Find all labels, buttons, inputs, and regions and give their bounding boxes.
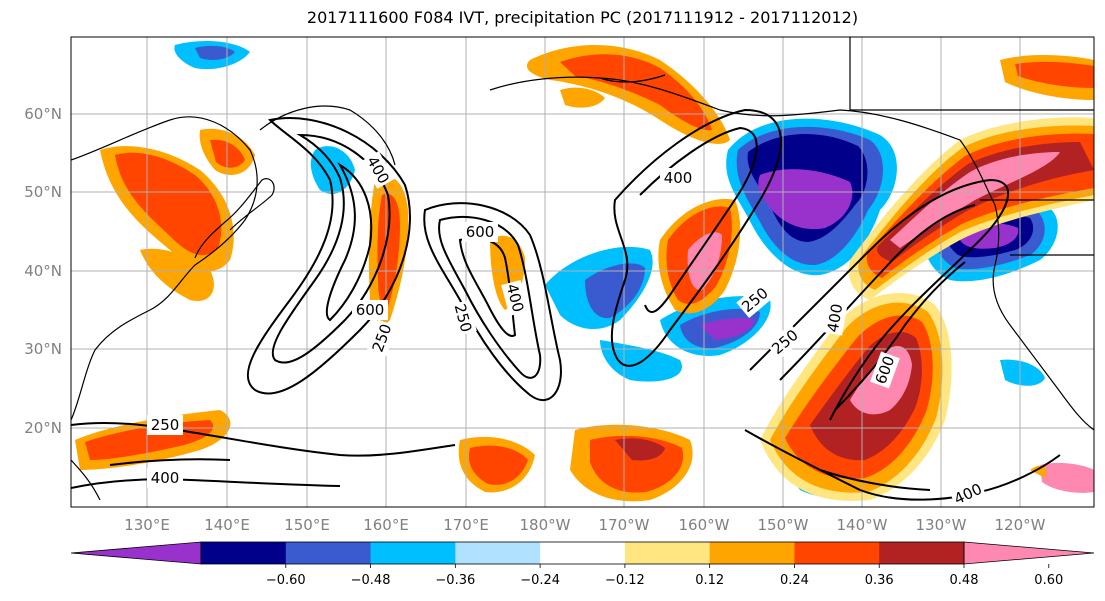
coastline-aleut	[599, 74, 666, 83]
contour-label: 400	[151, 469, 180, 487]
pos-region-trop2-red	[468, 445, 528, 485]
lon-label: 160°E	[363, 516, 409, 534]
lon-label: 160°W	[679, 516, 730, 534]
latitude-labels: 60°N 50°N 40°N 30°N 20°N	[24, 105, 62, 437]
colorbar-tick-label: 0.36	[865, 573, 894, 588]
neg-region-gulf-purple	[758, 169, 853, 230]
coastline-kamchatka	[259, 105, 396, 166]
contour-west-400	[71, 478, 341, 489]
pos-region-mexico	[1040, 462, 1094, 493]
colorbar-segment	[455, 542, 541, 564]
coastlines	[71, 37, 1094, 501]
contour-coast-band2	[779, 204, 976, 381]
colorbar-segment	[370, 542, 456, 564]
colorbar-outline	[200, 541, 965, 565]
ivt-contours	[71, 108, 1061, 501]
lat-label: 50°N	[24, 183, 62, 201]
colorbar-segment	[709, 542, 795, 564]
coastline-arctic	[849, 37, 1094, 111]
contour-label: 600	[356, 301, 385, 319]
pos-region-kamchatka	[560, 87, 605, 108]
lon-label: 120°W	[995, 516, 1046, 534]
colorbar: −0.60 −0.48 −0.36 −0.24 −0.12 0.12 0.24 0.36 0.4…	[70, 541, 1095, 588]
lon-label: 130°W	[916, 516, 967, 534]
contour-coast-band3	[834, 261, 966, 411]
contour-south-loop	[744, 429, 1061, 501]
colorbar-extend-high	[963, 541, 1095, 565]
contour-cpac-outer	[423, 202, 562, 402]
neg-region-wpac2-mid	[195, 45, 235, 60]
contour-label-group: 400 400 600 400 600 250 250 250 400 250 …	[147, 151, 987, 510]
pos-region-pnw-north-red	[1015, 61, 1094, 88]
contour-wpac-core	[325, 162, 373, 322]
lat-label: 30°N	[24, 340, 62, 358]
coastline-japan	[194, 178, 275, 259]
contour-epac-inner	[639, 126, 758, 313]
coastline-bc	[959, 139, 1094, 431]
colorbar-segment	[285, 542, 372, 564]
contour-cpac-inner	[458, 237, 517, 337]
lon-label: 170°E	[443, 516, 489, 534]
contour-wpac-inner	[271, 133, 391, 364]
lon-label: 180°W	[520, 516, 571, 534]
graticule	[71, 37, 1094, 507]
lon-label: 130°E	[124, 516, 170, 534]
contour-cpac-mid	[438, 216, 542, 379]
colorbar-segment	[201, 542, 287, 564]
neg-region-wpac	[310, 146, 355, 194]
coastline-asia	[71, 116, 258, 421]
colorbar-segment	[540, 542, 626, 564]
coastline-philippines	[71, 459, 101, 501]
neg-region-central-mid	[585, 263, 645, 319]
colorbar-tick-label: −0.24	[520, 573, 560, 588]
colorbar-tick-label: −0.36	[435, 573, 475, 588]
contour-west-250	[71, 421, 456, 457]
map-title: 2017111600 F084 IVT, precipitation PC (2…	[306, 8, 859, 27]
lon-label: 140°E	[204, 516, 250, 534]
colorbar-tick-label: 0.24	[780, 573, 809, 588]
colorbar-tick-label: 0.60	[1034, 573, 1063, 588]
contour-label: 600	[466, 223, 495, 241]
lat-label: 40°N	[24, 262, 62, 280]
pos-region-mexico-rim	[1030, 465, 1047, 478]
colorbar-segment	[624, 542, 711, 564]
lon-label: 170°W	[599, 516, 650, 534]
pos-region-mid-pink	[687, 232, 722, 291]
pos-region-japan-red	[115, 152, 222, 256]
coastline-alaska	[489, 76, 961, 141]
lon-label: 150°W	[758, 516, 809, 534]
contour-coast-band	[749, 178, 1009, 421]
contour-south-loop2	[819, 469, 931, 491]
contour-west-400b	[109, 458, 231, 466]
neg-region-bc-coast	[1000, 359, 1045, 386]
contour-wpac-outer	[246, 117, 411, 395]
colorbar-segment	[794, 542, 880, 564]
lat-label: 20°N	[24, 419, 62, 437]
colorbar-tick-label: −0.12	[605, 573, 645, 588]
map-frame	[70, 36, 1095, 508]
lon-label: 150°E	[284, 516, 330, 534]
pos-region-trop1-dark	[615, 438, 665, 461]
contour-epac-outer	[610, 108, 782, 367]
colorbar-extend-low	[70, 541, 202, 565]
colorbar-tick-label: 0.12	[695, 573, 724, 588]
pos-region-japan2	[140, 248, 214, 301]
colorbar-tick-label: −0.48	[351, 573, 391, 588]
pos-region-coast-dark	[877, 142, 1094, 262]
colorbar-tick-label: −0.60	[266, 573, 306, 588]
contour-label: 250	[151, 416, 180, 434]
contour-label: 400	[824, 302, 847, 333]
neg-region-central2-dark	[700, 317, 755, 340]
lon-label: 140°W	[837, 516, 888, 534]
colorbar-tick-label: 0.48	[950, 573, 979, 588]
shaded-precip-anomalies	[75, 40, 1094, 502]
lat-label: 60°N	[24, 105, 62, 123]
colorbar-segment	[879, 542, 965, 564]
pos-region-aleut-red	[560, 54, 712, 131]
longitude-labels: 130°E 140°E 150°E 160°E 170°E 180°W 170°…	[124, 516, 1045, 534]
contour-label: 400	[664, 169, 693, 187]
